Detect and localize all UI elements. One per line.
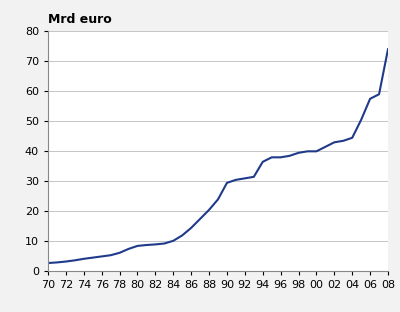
Text: Mrd euro: Mrd euro: [48, 13, 112, 27]
